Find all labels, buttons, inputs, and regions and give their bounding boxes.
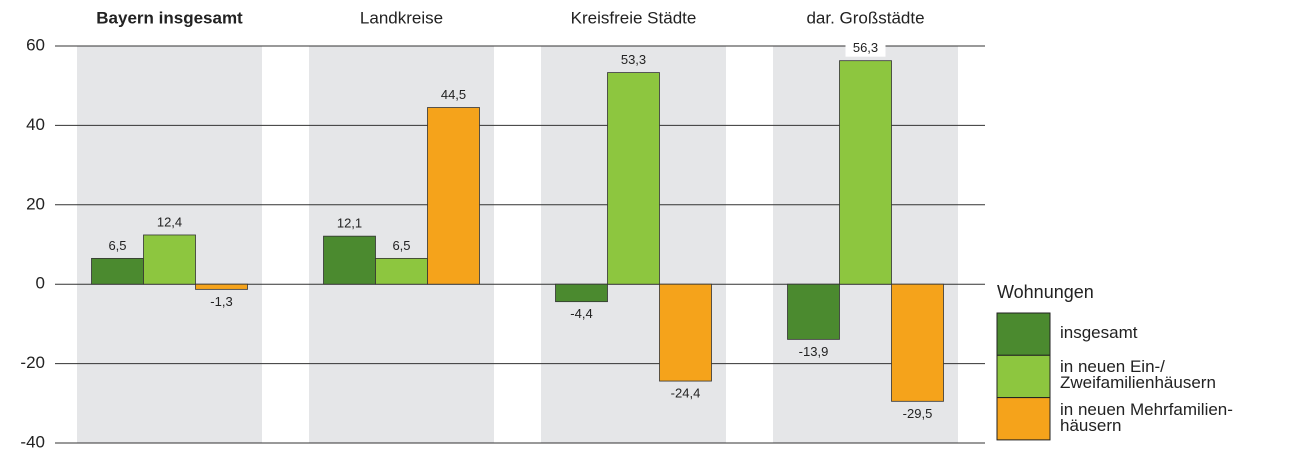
x-tick-label: dar. Großstädte	[806, 8, 924, 27]
legend-swatch	[996, 397, 1051, 441]
x-tick-label: Bayern insgesamt	[96, 8, 243, 27]
x-tick-label: Kreisfreie Städte	[571, 8, 697, 27]
value-label: 12,4	[157, 214, 182, 229]
value-label: 6,5	[108, 238, 126, 253]
y-tick-label: -40	[20, 432, 45, 451]
legend-label: in neuen Mehrfamilien- häusern	[1060, 399, 1233, 435]
bar	[607, 72, 660, 285]
legend-label: in neuen Ein-/ Zweifamilienhäusern	[1060, 357, 1216, 393]
value-label: 12,1	[337, 216, 362, 231]
bar	[323, 235, 376, 285]
value-label: -4,4	[570, 306, 592, 321]
y-tick-label: 40	[26, 115, 45, 134]
legend-title: Wohnungen	[997, 282, 1094, 302]
y-tick-label: 60	[26, 35, 45, 54]
value-label: 44,5	[441, 87, 466, 102]
legend-label: insgesamt	[1060, 323, 1138, 342]
value-label: 56,3	[853, 40, 878, 55]
x-tick-label: Landkreise	[360, 8, 443, 27]
label-background	[845, 40, 886, 57]
value-label: -29,5	[903, 406, 933, 421]
bar	[375, 257, 428, 285]
y-tick-label: 20	[26, 194, 45, 213]
bar	[427, 107, 480, 285]
bar	[195, 283, 248, 290]
value-label: 53,3	[621, 52, 646, 67]
bar	[555, 283, 608, 303]
bar	[659, 283, 712, 382]
bar	[787, 283, 840, 340]
value-label: 6,5	[392, 238, 410, 253]
bar	[143, 234, 196, 285]
bar	[91, 257, 144, 285]
value-label: -1,3	[210, 294, 232, 309]
bar	[839, 60, 892, 285]
bar	[891, 283, 944, 402]
legend-swatch	[996, 354, 1051, 399]
value-label: -13,9	[799, 344, 829, 359]
value-label: -24,4	[671, 386, 701, 401]
y-tick-label: -20	[20, 353, 45, 372]
legend-swatch	[996, 312, 1051, 356]
y-tick-label: 0	[36, 274, 45, 293]
